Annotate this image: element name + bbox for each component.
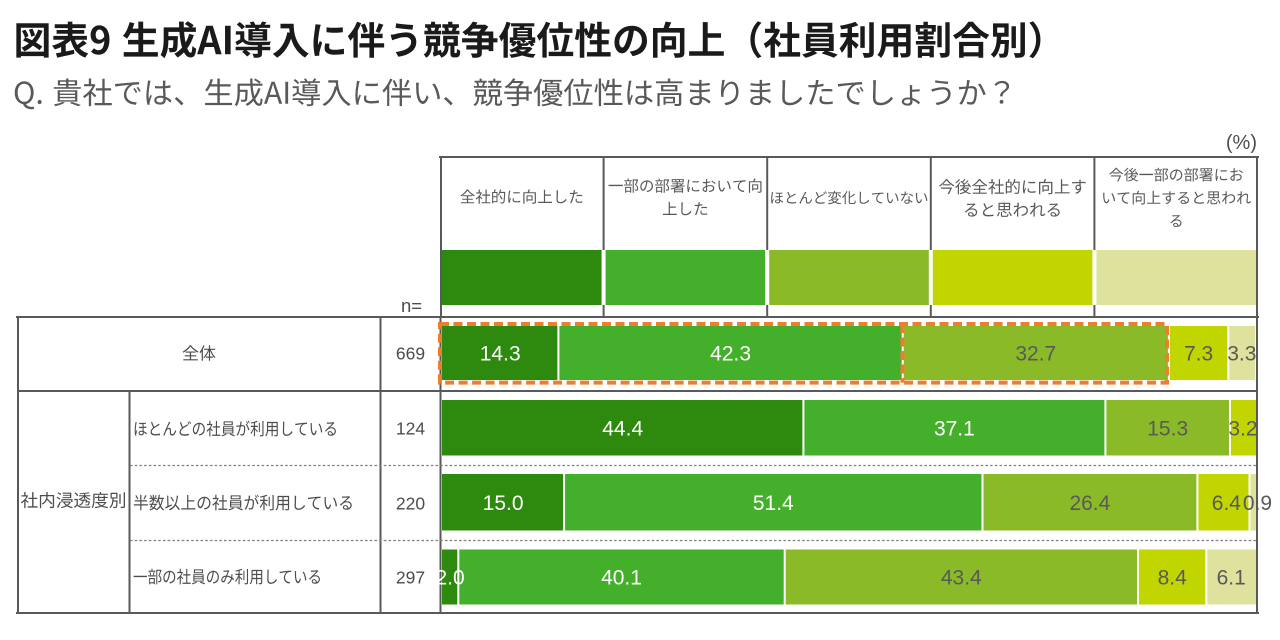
- svg-text:37.1: 37.1: [934, 417, 975, 440]
- svg-text:44.4: 44.4: [602, 417, 643, 440]
- svg-text:40.1: 40.1: [601, 567, 642, 590]
- svg-text:6.1: 6.1: [1217, 567, 1246, 590]
- svg-text:51.4: 51.4: [753, 492, 794, 515]
- svg-text:124: 124: [396, 419, 425, 439]
- svg-text:0.9: 0.9: [1243, 492, 1272, 515]
- svg-text:15.0: 15.0: [483, 492, 524, 515]
- svg-text:32.7: 32.7: [1015, 343, 1056, 366]
- svg-text:26.4: 26.4: [1069, 492, 1110, 515]
- svg-text:2.0: 2.0: [435, 567, 464, 590]
- svg-text:8.4: 8.4: [1158, 567, 1188, 590]
- svg-text:3.2: 3.2: [1228, 417, 1257, 440]
- svg-text:15.3: 15.3: [1147, 417, 1188, 440]
- svg-text:297: 297: [396, 568, 425, 588]
- svg-text:3.3: 3.3: [1227, 343, 1256, 366]
- svg-text:(%): (%): [1226, 132, 1257, 154]
- svg-text:43.4: 43.4: [941, 567, 982, 590]
- svg-text:220: 220: [396, 494, 425, 514]
- svg-text:14.3: 14.3: [480, 343, 521, 366]
- svg-text:n=: n=: [401, 295, 422, 316]
- svg-text:42.3: 42.3: [710, 343, 751, 366]
- svg-text:6.4: 6.4: [1212, 492, 1242, 515]
- svg-text:7.3: 7.3: [1184, 343, 1213, 366]
- svg-text:669: 669: [396, 344, 425, 364]
